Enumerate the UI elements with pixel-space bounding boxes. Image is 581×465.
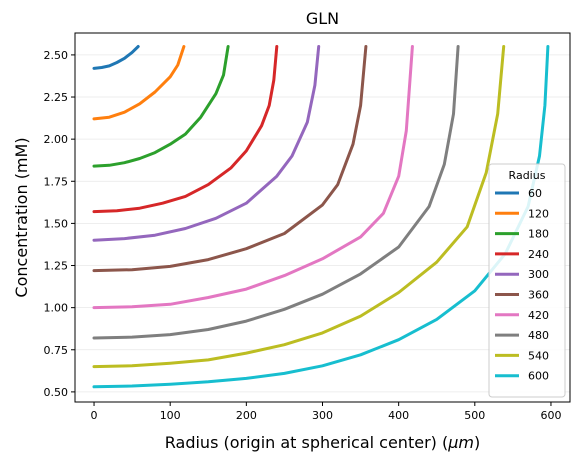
legend: Radius 60 120 180 240 300 360 420 480 540 600	[488, 163, 566, 398]
x-axis-label-main: Radius (origin at spherical center) (	[165, 433, 448, 452]
y-tick-label: 0.50	[44, 386, 69, 399]
x-tick-label: 400	[388, 409, 409, 422]
legend-label-360: 360	[528, 289, 549, 302]
grid	[75, 54, 570, 393]
y-tick-label: 1.00	[44, 302, 69, 315]
series-line-540	[92, 45, 506, 369]
legend-label-480: 480	[528, 329, 549, 342]
y-tick-label: 1.75	[44, 175, 69, 188]
series-line-60	[92, 45, 140, 70]
legend-label-240: 240	[528, 248, 549, 261]
legend-label-420: 420	[528, 309, 549, 322]
series-line-180	[92, 45, 230, 168]
series-line-480	[92, 45, 460, 340]
x-axis-label: Radius (origin at spherical center) (μm)	[165, 433, 480, 452]
y-tick-label: 2.00	[44, 133, 69, 146]
legend-items: 60 120 180 240 300 360 420 480 540 600	[495, 187, 549, 383]
legend-title: Radius	[509, 169, 546, 182]
x-tick-label: 300	[312, 409, 333, 422]
legend-label-300: 300	[528, 268, 549, 281]
x-tick-label: 600	[540, 409, 561, 422]
y-axis-ticks: 0.50 0.75 1.00 1.25 1.50 1.75 2.00 2.25 2.50	[44, 49, 75, 399]
legend-label-540: 540	[528, 349, 549, 362]
x-tick-label: 0	[91, 409, 98, 422]
series-line-240	[92, 45, 279, 214]
series-line-420	[92, 45, 414, 310]
y-tick-label: 2.25	[44, 91, 69, 104]
series-line-360	[92, 45, 368, 273]
x-tick-label: 100	[160, 409, 181, 422]
legend-label-120: 120	[528, 207, 549, 220]
legend-label-180: 180	[528, 228, 549, 241]
x-axis-label-close: )	[474, 433, 480, 452]
series-line-120	[92, 45, 186, 121]
y-tick-label: 2.50	[44, 49, 69, 62]
y-axis-label: Concentration (mM)	[12, 137, 31, 297]
x-axis-ticks: 0 100 200 300 400 500 600	[91, 402, 561, 422]
legend-label-60: 60	[528, 187, 542, 200]
legend-box	[488, 163, 566, 398]
legend-label-600: 600	[528, 370, 549, 383]
x-tick-label: 200	[236, 409, 257, 422]
y-tick-label: 1.25	[44, 260, 69, 273]
y-tick-label: 1.50	[44, 217, 69, 230]
x-tick-label: 500	[464, 409, 485, 422]
y-tick-label: 0.75	[44, 344, 69, 357]
chart-title: GLN	[306, 9, 339, 28]
series-lines	[92, 45, 550, 389]
series-line-300	[92, 45, 321, 242]
x-axis-label-unit: μm	[447, 433, 474, 452]
